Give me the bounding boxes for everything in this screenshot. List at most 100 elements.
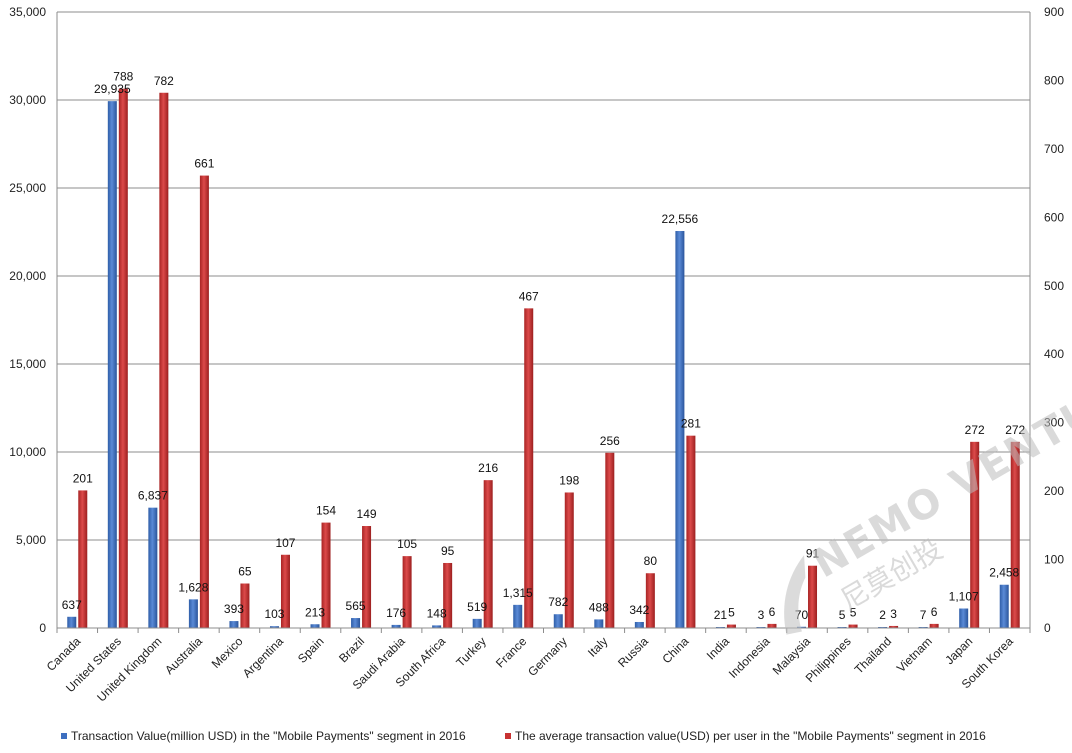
axes: 0 5,000 10,000 15,000 20,000 25,000 30,000 35,0…: [9, 5, 1064, 635]
data-label-series-1: 342: [629, 603, 649, 617]
data-label-series-1: 565: [346, 599, 366, 613]
bar-series-1: [351, 618, 361, 628]
category-label: Brazil: [336, 634, 367, 665]
data-label-series-2: 272: [1005, 423, 1025, 437]
data-label-series-2: 65: [238, 565, 252, 579]
data-label-series-1: 519: [467, 600, 487, 614]
bar-series-2: [362, 526, 372, 628]
bar-series-1: [999, 584, 1009, 628]
bar-series-1: [553, 614, 563, 628]
bar-series-2: [686, 435, 696, 628]
data-label-series-1: 21: [714, 608, 728, 622]
data-label-series-1: 3: [758, 608, 765, 622]
bar-series-1: [513, 604, 523, 628]
category-label: India: [704, 634, 733, 663]
data-label-series-2: 3: [890, 607, 897, 621]
data-label-series-1: 488: [589, 600, 609, 614]
bar-series-2: [564, 492, 574, 628]
category-label: Japan: [942, 634, 975, 667]
bar-series-1: [432, 625, 442, 628]
data-labels: 63720129,9357886,8377821,628661393651031…: [62, 70, 1026, 622]
bar-series-2: [970, 441, 980, 628]
data-label-series-2: 216: [478, 461, 498, 475]
data-label-series-1: 2,458: [989, 566, 1019, 580]
category-label: Thailand: [852, 634, 894, 676]
data-label-series-2: 256: [600, 434, 620, 448]
y-right-tick-label: 400: [1044, 347, 1064, 361]
legend-label-series-2: The average transaction value(USD) per u…: [515, 729, 986, 743]
watermark-logo-icon: [784, 555, 806, 635]
category-label: Australia: [162, 634, 205, 677]
data-label-series-2: 788: [113, 70, 133, 84]
data-label-series-2: 154: [316, 504, 336, 518]
legend-swatch-series-2: [505, 733, 511, 739]
gridlines: [57, 11, 1030, 629]
bar-series-1: [675, 231, 685, 628]
bar-series-1: [634, 621, 644, 628]
y-right-tick-label: 100: [1044, 553, 1064, 567]
bar-series-2: [280, 554, 290, 628]
bar-series-2: [605, 452, 615, 628]
data-label-series-2: 198: [559, 473, 579, 487]
data-label-series-1: 7: [920, 608, 927, 622]
data-label-series-2: 467: [519, 289, 539, 303]
data-label-series-2: 91: [806, 547, 820, 561]
category-label: Italy: [585, 634, 610, 659]
bar-series-2: [848, 624, 858, 628]
y-left-tick-label: 15,000: [9, 357, 46, 371]
data-label-series-1: 22,556: [662, 212, 699, 226]
category-label: Spain: [295, 634, 327, 666]
data-label-series-1: 148: [427, 606, 447, 620]
y-left-tick-label: 30,000: [9, 93, 46, 107]
bar-series-1: [310, 624, 320, 628]
y-left-tick-label: 35,000: [9, 5, 46, 19]
y-right-tick-label: 800: [1044, 73, 1064, 87]
data-label-series-1: 2: [879, 608, 886, 622]
bar-series-2: [1010, 441, 1020, 628]
data-label-series-1: 637: [62, 598, 82, 612]
bar-series-1: [148, 507, 158, 628]
data-label-series-1: 1,315: [503, 586, 533, 600]
data-label-series-1: 103: [264, 607, 284, 621]
category-label: China: [659, 634, 691, 666]
data-label-series-2: 6: [931, 605, 938, 619]
category-label: Argentina: [240, 634, 286, 680]
y-right-tick-label: 900: [1044, 5, 1064, 19]
data-label-series-1: 5: [839, 608, 846, 622]
bars: [67, 88, 1020, 629]
bar-series-1: [594, 619, 604, 628]
bar-series-2: [443, 562, 453, 628]
y-right-tick-label: 300: [1044, 416, 1064, 430]
bar-series-2: [118, 88, 128, 628]
data-label-series-2: 5: [728, 606, 735, 620]
data-label-series-2: 5: [850, 606, 857, 620]
bar-series-2: [240, 583, 250, 628]
legend-swatch-series-1: [61, 733, 67, 739]
bar-series-2: [199, 175, 209, 629]
bar-series-1: [959, 608, 969, 628]
y-right-tick-label: 0: [1044, 621, 1051, 635]
bar-series-2: [808, 565, 818, 628]
bar-series-2: [321, 522, 331, 628]
bar-series-1: [269, 626, 279, 628]
bar-series-1: [229, 621, 239, 628]
category-label: Canada: [44, 634, 84, 674]
data-label-series-2: 95: [441, 544, 455, 558]
data-label-series-2: 782: [154, 74, 174, 88]
y-right-tick-label: 600: [1044, 210, 1064, 224]
y-right-tick-label: 200: [1044, 484, 1064, 498]
category-label: Indonesia: [726, 634, 773, 681]
bar-series-1: [797, 626, 807, 628]
y-left-tick-label: 0: [39, 621, 46, 635]
data-label-series-1: 176: [386, 606, 406, 620]
data-label-series-1: 1,107: [949, 590, 979, 604]
bar-series-2: [159, 92, 169, 628]
y-left-tick-label: 10,000: [9, 445, 46, 459]
data-label-series-2: 80: [644, 554, 658, 568]
data-label-series-2: 661: [194, 157, 214, 171]
y-left-tick-label: 5,000: [16, 533, 46, 547]
bar-series-2: [402, 556, 412, 628]
bar-series-1: [472, 618, 482, 628]
